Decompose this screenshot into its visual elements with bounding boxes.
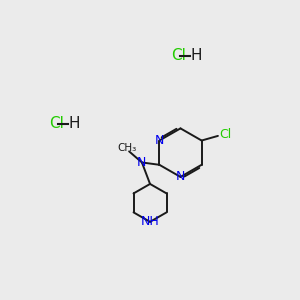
- Text: NH: NH: [141, 215, 159, 228]
- Text: CH₃: CH₃: [117, 143, 136, 153]
- Text: N: N: [176, 170, 185, 183]
- Text: Cl: Cl: [219, 128, 232, 142]
- Text: N: N: [155, 134, 164, 147]
- Text: N: N: [137, 156, 147, 169]
- Text: Cl: Cl: [49, 116, 64, 131]
- Text: Cl: Cl: [171, 48, 186, 63]
- Text: H: H: [69, 116, 80, 131]
- Text: H: H: [191, 48, 202, 63]
